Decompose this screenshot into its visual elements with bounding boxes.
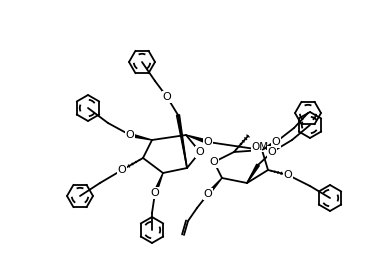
Polygon shape (154, 173, 163, 194)
Text: O: O (204, 189, 212, 199)
Text: O: O (126, 130, 135, 140)
Polygon shape (130, 134, 152, 140)
Polygon shape (207, 178, 222, 195)
Text: OMe: OMe (251, 142, 274, 152)
Text: O: O (118, 165, 127, 175)
Text: O: O (196, 147, 204, 157)
Text: O: O (210, 157, 218, 167)
Polygon shape (262, 141, 277, 150)
Text: O: O (150, 188, 159, 198)
Text: O: O (272, 137, 280, 147)
Text: O: O (268, 147, 276, 157)
Text: O: O (163, 92, 171, 102)
Polygon shape (186, 135, 209, 144)
Polygon shape (247, 164, 259, 183)
Text: O: O (283, 170, 292, 180)
Text: O: O (204, 137, 212, 147)
Polygon shape (177, 115, 187, 168)
